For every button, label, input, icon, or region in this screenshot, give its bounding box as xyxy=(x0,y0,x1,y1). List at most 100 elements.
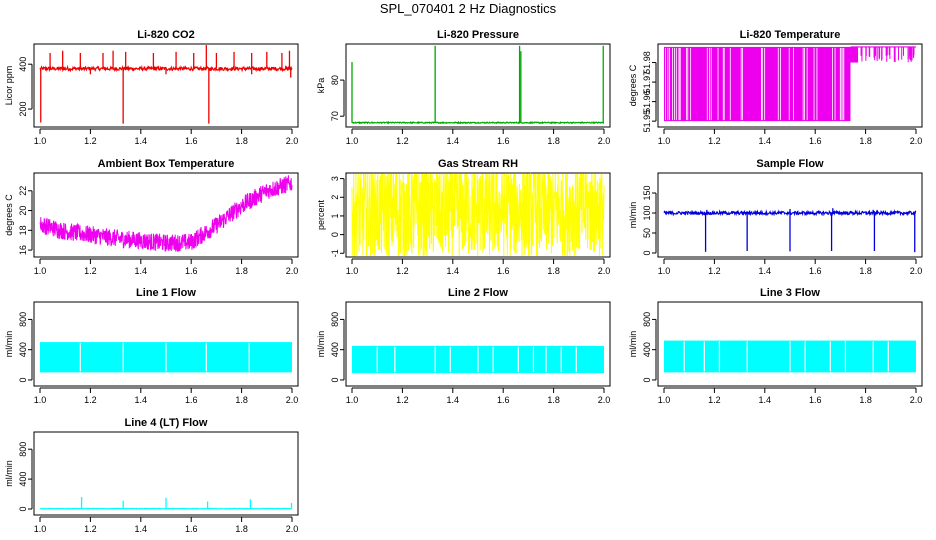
x-tick-label: 2.0 xyxy=(598,266,611,276)
plot-frame xyxy=(657,172,923,258)
plot-frame xyxy=(657,43,923,128)
x-tick-label: 1.0 xyxy=(346,395,359,405)
x-tick-label: 1.2 xyxy=(708,136,721,146)
y-tick-label: 400 xyxy=(642,342,652,357)
chart-panel-9: Line 4 (LT) Flow 1.0 1.2 1.4 1.6 1.8 2.0 0 400 80… xyxy=(4,417,299,534)
x-tick-label: 1.2 xyxy=(84,266,97,276)
panel-title: Li-820 Temperature xyxy=(740,29,841,41)
panel-title: Line 2 Flow xyxy=(448,287,508,299)
x-tick-label: 1.6 xyxy=(497,266,510,276)
y-tick-label: 3 xyxy=(330,176,340,181)
plot-frame xyxy=(33,172,299,258)
x-tick-label: 1.8 xyxy=(235,524,248,534)
x-tick-label: 1.8 xyxy=(235,266,248,276)
panel-title: Line 3 Flow xyxy=(760,287,820,299)
plot-frame xyxy=(33,301,299,387)
x-tick-label: 1.4 xyxy=(135,524,148,534)
x-tick-label: 2.0 xyxy=(286,395,299,405)
x-tick-label: 1.0 xyxy=(658,136,671,146)
x-tick-label: 2.0 xyxy=(598,395,611,405)
chart-panel-0: Li-820 CO2 1.0 1.2 1.4 1.6 1.8 2.0 200 400 Licor … xyxy=(4,29,299,146)
x-tick-label: 2.0 xyxy=(910,395,923,405)
x-tick-label: 1.6 xyxy=(185,266,198,276)
x-tick-label: 1.2 xyxy=(396,266,409,276)
y-axis-label: ml/min xyxy=(628,202,638,229)
y-tick-label: 51.96 xyxy=(642,90,652,113)
x-tick-label: 1.8 xyxy=(235,136,248,146)
x-tick-label: 1.0 xyxy=(34,136,47,146)
x-tick-label: 1.0 xyxy=(658,266,671,276)
y-tick-label: 51.97 xyxy=(642,71,652,94)
x-tick-label: 1.2 xyxy=(396,136,409,146)
y-tick-label: 16 xyxy=(18,245,28,255)
y-tick-label: 70 xyxy=(330,111,340,121)
y-tick-label: 0 xyxy=(18,507,28,512)
panel-title: Sample Flow xyxy=(756,158,824,170)
x-tick-label: 1.4 xyxy=(447,136,460,146)
x-tick-label: 1.6 xyxy=(497,395,510,405)
x-tick-label: 1.2 xyxy=(84,524,97,534)
x-tick-label: 1.0 xyxy=(346,266,359,276)
y-tick-label: 100 xyxy=(642,205,652,220)
plot-frame xyxy=(345,172,611,258)
y-tick-label: 0 xyxy=(642,250,652,255)
plot-frame xyxy=(345,43,611,128)
panel-title: Ambient Box Temperature xyxy=(98,158,235,170)
chart-panel-1: Li-820 Pressure 1.0 1.2 1.4 1.6 1.8 2.0 70 80 kPa xyxy=(316,29,611,146)
x-tick-label: 1.8 xyxy=(859,395,872,405)
series-band xyxy=(850,46,859,63)
x-tick-label: 1.2 xyxy=(84,395,97,405)
chart-panel-5: Sample Flow 1.0 1.2 1.4 1.6 1.8 2.0 0 50 100 150 ml… xyxy=(628,158,923,276)
chart-panel-3: Ambient Box Temperature 1.0 1.2 1.4 1.6 1.8 2.… xyxy=(4,158,299,276)
y-tick-label: 0 xyxy=(642,377,652,382)
x-tick-label: 1.8 xyxy=(859,266,872,276)
chart-panel-6: Line 1 Flow 1.0 1.2 1.4 1.6 1.8 2.0 0 400 800 ml/m… xyxy=(4,287,299,405)
panel-title: Line 4 (LT) Flow xyxy=(125,417,208,429)
x-tick-label: 1.0 xyxy=(34,395,47,405)
x-tick-label: 2.0 xyxy=(286,136,299,146)
y-tick-label: 18 xyxy=(18,225,28,235)
x-tick-label: 2.0 xyxy=(286,524,299,534)
series-band xyxy=(664,46,851,122)
y-tick-label: 800 xyxy=(18,442,28,457)
plot-frame xyxy=(657,301,923,387)
chart-panel-2: Li-820 Temperature 1.0 1.2 1.4 1.6 1.8 2.0 51.9… xyxy=(628,29,923,146)
y-tick-label: 20 xyxy=(18,206,28,216)
y-axis-label: ml/min xyxy=(4,460,14,487)
plot-frame xyxy=(33,431,299,516)
x-tick-label: 1.4 xyxy=(135,136,148,146)
x-tick-label: 1.4 xyxy=(759,395,772,405)
y-tick-label: 200 xyxy=(18,102,28,117)
y-tick-label: 150 xyxy=(642,185,652,200)
x-tick-label: 1.8 xyxy=(547,395,560,405)
y-tick-label: 800 xyxy=(18,312,28,327)
x-tick-label: 2.0 xyxy=(910,136,923,146)
panel-title: Line 1 Flow xyxy=(136,287,196,299)
y-tick-label: 51.98 xyxy=(642,51,652,74)
y-tick-label: 800 xyxy=(330,312,340,327)
y-axis-label: ml/min xyxy=(316,331,326,358)
series-line xyxy=(351,172,605,257)
x-tick-label: 1.8 xyxy=(547,136,560,146)
y-tick-label: 2 xyxy=(330,195,340,200)
y-axis-label: degrees C xyxy=(4,194,14,236)
x-tick-label: 2.0 xyxy=(910,266,923,276)
x-tick-label: 1.2 xyxy=(708,266,721,276)
x-tick-label: 1.8 xyxy=(235,395,248,405)
y-tick-label: 0 xyxy=(330,232,340,237)
y-axis-label: ml/min xyxy=(628,331,638,358)
x-tick-label: 1.6 xyxy=(185,524,198,534)
y-tick-label: 400 xyxy=(18,472,28,487)
x-tick-label: 1.8 xyxy=(547,266,560,276)
y-tick-label: 400 xyxy=(330,342,340,357)
y-tick-label: 400 xyxy=(18,342,28,357)
x-tick-label: 1.4 xyxy=(135,395,148,405)
x-tick-label: 1.6 xyxy=(809,395,822,405)
x-tick-label: 1.2 xyxy=(396,395,409,405)
x-tick-label: 1.8 xyxy=(859,136,872,146)
x-tick-label: 1.0 xyxy=(34,524,47,534)
chart-panel-4: Gas Stream RH 1.0 1.2 1.4 1.6 1.8 2.0 -1 0 1 2 3 per… xyxy=(316,158,611,276)
y-axis-label: degrees C xyxy=(628,64,638,106)
panel-title: Li-820 Pressure xyxy=(437,29,519,41)
y-axis-label: ml/min xyxy=(4,331,14,358)
